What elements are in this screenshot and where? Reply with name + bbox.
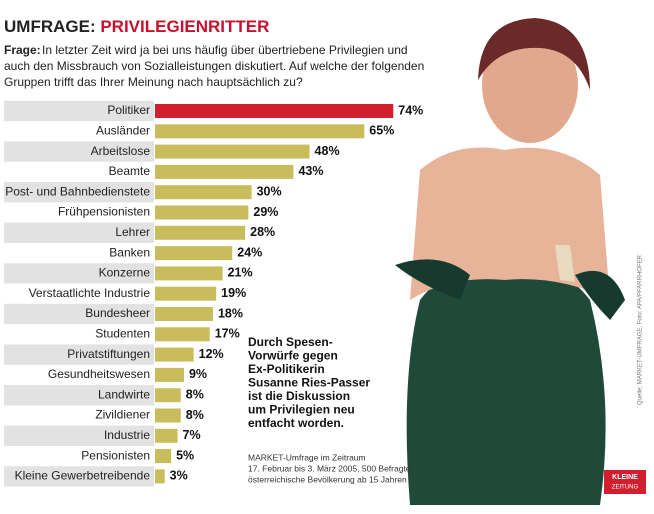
category-label: Post- und Bahnbedienstete (5, 184, 150, 198)
bar (155, 266, 223, 281)
photo (395, 18, 625, 505)
value-label: 48% (315, 144, 340, 158)
value-label: 74% (398, 103, 423, 117)
category-label: Arbeitslose (91, 144, 151, 158)
category-label: Privatstiftungen (67, 347, 150, 361)
title-lead: UMFRAGE: (4, 17, 96, 36)
category-label: Beamte (109, 164, 151, 178)
category-label: Politiker (107, 103, 150, 117)
value-label: 21% (228, 266, 253, 280)
category-label: Landwirte (98, 387, 150, 401)
value-label: 30% (257, 184, 282, 198)
value-label: 18% (218, 306, 243, 320)
value-label: 29% (253, 205, 278, 219)
value-label: 8% (186, 387, 204, 401)
logo (604, 470, 646, 494)
question-text: auch den Missbrauch von Sozialleistungen… (4, 59, 424, 73)
category-label: Kleine Gewerbetreibende (15, 469, 151, 483)
bar (155, 286, 217, 301)
logo-text: ZEITUNG (612, 485, 639, 491)
category-label: Konzerne (99, 266, 151, 280)
category-label: Gesundheitswesen (48, 367, 150, 381)
title-main: PRIVILEGIENRITTER (100, 17, 269, 36)
annotation: Susanne Ries-Passer (248, 376, 370, 390)
value-label: 9% (189, 367, 207, 381)
source-note: MARKET-Umfrage im Zeitraum (248, 452, 366, 462)
value-label: 8% (186, 408, 204, 422)
value-label: 3% (170, 469, 188, 483)
row-stripe (4, 303, 154, 325)
annotation: Vorwürfe gegen (248, 349, 338, 363)
annotation: um Privilegien neu (248, 403, 355, 417)
bar (155, 144, 310, 159)
value-label: 24% (237, 245, 262, 259)
bar (155, 428, 178, 443)
bar (155, 124, 365, 139)
bar (155, 205, 249, 220)
logo-text: KLEINE (612, 474, 638, 481)
value-label: 43% (298, 164, 323, 178)
chart-title: UMFRAGE: PRIVILEGIENRITTER (4, 17, 269, 36)
value-label: 7% (183, 428, 201, 442)
bar (155, 449, 172, 464)
bar (155, 367, 184, 382)
value-label: 65% (369, 124, 394, 138)
value-label: 5% (176, 448, 194, 462)
value-label: 19% (221, 286, 246, 300)
category-label: Banken (109, 245, 150, 259)
bar (155, 185, 252, 200)
value-label: 28% (250, 225, 275, 239)
category-label: Zivildiener (95, 408, 150, 422)
bar (155, 347, 194, 362)
category-label: Bundesheer (85, 306, 150, 320)
annotation: Durch Spesen- (248, 335, 333, 349)
value-label: 17% (215, 327, 240, 341)
photo-credit: Quelle: MARKET-UMFRAGE, Foto: APA/PFARRH… (638, 254, 644, 405)
category-label: Verstaatlichte Industrie (29, 286, 151, 300)
annotation: entfacht worden. (248, 416, 344, 430)
bar (155, 104, 394, 118)
bar (155, 469, 165, 484)
category-label: Studenten (95, 326, 150, 340)
category-label: Frühpensionisten (58, 205, 150, 219)
row-stripe (4, 222, 154, 243)
row-stripe (4, 263, 154, 284)
bar (155, 408, 181, 423)
row-stripe (4, 385, 154, 406)
row-stripe (4, 100, 154, 122)
row-stripe (4, 182, 154, 203)
bar (155, 388, 181, 403)
row-stripe (4, 466, 154, 487)
bar (155, 164, 294, 179)
source-note: 17. Februar bis 3. März 2005, 500 Befrag… (248, 463, 413, 473)
category-label: Pensionisten (81, 448, 150, 462)
bar (155, 225, 246, 240)
category-label: Ausländer (96, 123, 150, 137)
question-text: In letzter Zeit wird ja bei uns häufig ü… (42, 43, 408, 57)
bar (155, 327, 210, 342)
annotation: ist die Diskussion (248, 389, 350, 403)
source-note: österreichische Bevölkerung ab 15 Jahren (248, 474, 407, 484)
question-text: Gruppen trifft das Ihrer Meinung nach ha… (4, 75, 303, 89)
question-label: Frage: (4, 43, 41, 57)
value-label: 12% (199, 347, 224, 361)
category-label: Lehrer (115, 225, 150, 239)
bar (155, 246, 233, 261)
row-stripe (4, 425, 154, 446)
row-stripe (4, 344, 154, 365)
category-label: Industrie (104, 428, 150, 442)
bar (155, 307, 213, 321)
row-stripe (4, 141, 154, 162)
annotation: Ex-Politikerin (248, 362, 325, 376)
